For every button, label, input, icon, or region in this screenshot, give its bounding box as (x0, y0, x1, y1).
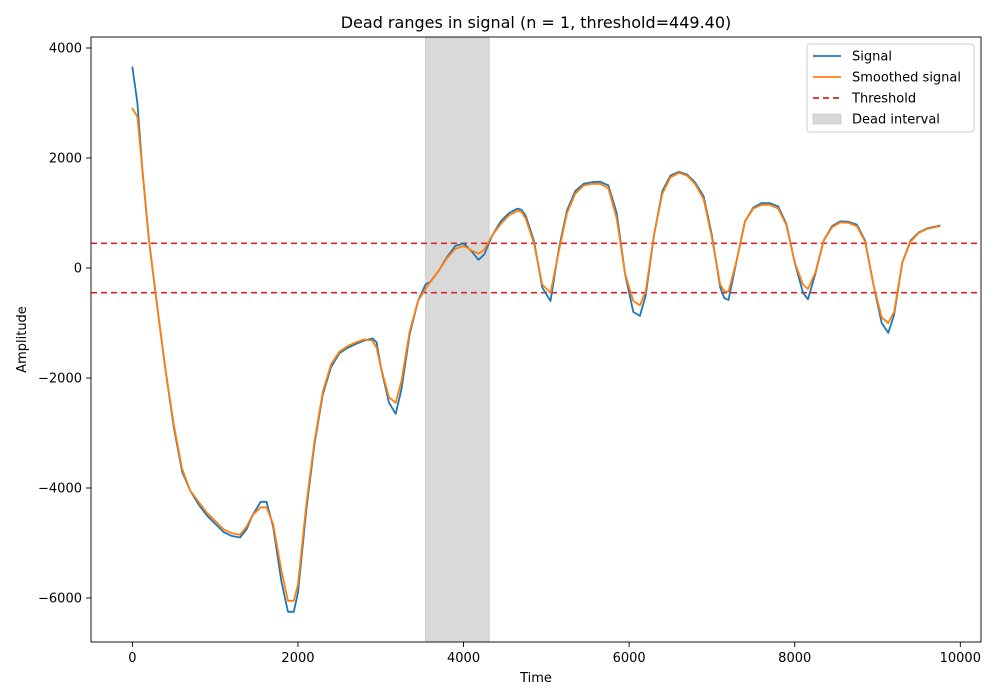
x-tick-label: 10000 (940, 651, 981, 666)
x-tick-label: 8000 (778, 651, 811, 666)
plot-layer (91, 37, 981, 642)
chart-title: Dead ranges in signal (n = 1, threshold=… (341, 13, 732, 32)
legend-label-dead-interval: Dead interval (852, 113, 940, 128)
legend-label-signal: Signal (852, 50, 892, 65)
legend: Signal Smoothed signal Threshold Dead inter… (806, 43, 975, 133)
y-tick-label: 4000 (49, 42, 82, 57)
y-axis-label: Amplitude (15, 306, 30, 373)
x-axis-label: Time (519, 671, 552, 686)
legend-label-threshold: Threshold (851, 92, 916, 107)
series-line-signal (131, 66, 941, 613)
series-line-smoothed-signal (131, 107, 941, 602)
legend-label-smoothed-signal: Smoothed signal (852, 71, 961, 86)
y-tick-label: 0 (74, 262, 82, 277)
y-tick-label: −6000 (38, 592, 82, 607)
axes-frame (90, 36, 982, 643)
legend-swatch-dead-interval (812, 113, 842, 125)
y-tick-label: −4000 (38, 482, 82, 497)
y-tick-label: −2000 (38, 372, 82, 387)
x-tick-label: 2000 (281, 651, 314, 666)
dead-interval-0 (425, 37, 490, 642)
plot-area (91, 37, 981, 642)
x-tick-label: 0 (128, 651, 136, 666)
legend-box (806, 43, 975, 133)
x-tick-label: 6000 (613, 651, 646, 666)
y-tick-label: 2000 (49, 152, 82, 167)
x-tick-label: 4000 (447, 651, 480, 666)
